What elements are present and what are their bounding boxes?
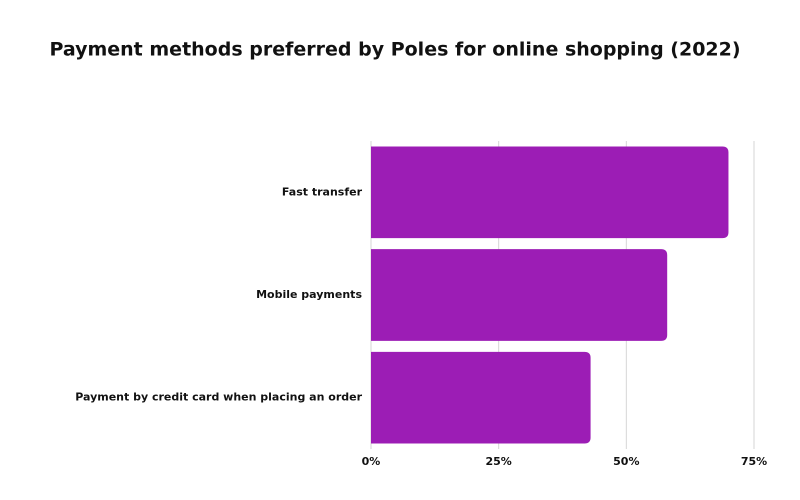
- bar: [371, 351, 591, 444]
- bar: [371, 146, 729, 239]
- y-tick-label: Payment by credit card when placing an o…: [75, 391, 362, 404]
- x-tick-label: 25%: [485, 455, 511, 468]
- y-tick-label: Fast transfer: [282, 185, 363, 198]
- chart-title: Payment methods preferred by Poles for o…: [49, 39, 740, 61]
- x-tick-label: 0%: [362, 455, 381, 468]
- bar: [371, 249, 668, 341]
- x-tick-label: 75%: [741, 455, 767, 468]
- y-tick-label: Mobile payments: [256, 288, 362, 301]
- x-tick-label: 50%: [613, 455, 639, 468]
